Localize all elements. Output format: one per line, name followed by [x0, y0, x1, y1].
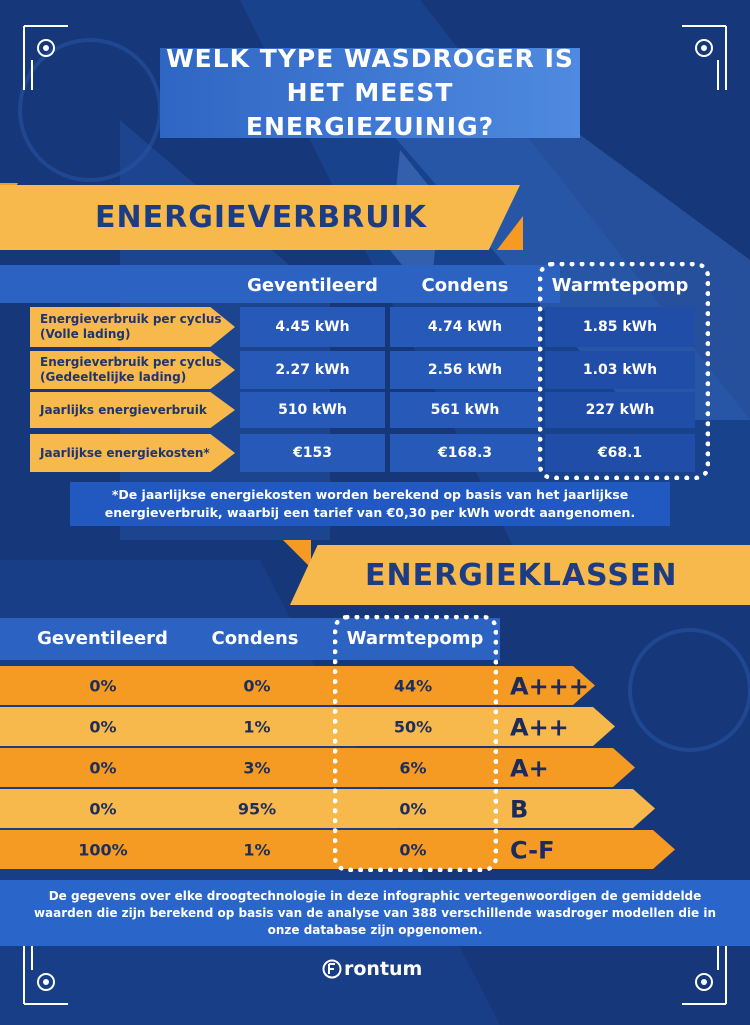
row-label-line-2: (Gedeeltelijke lading) [40, 370, 187, 384]
class-value: 0% [89, 718, 116, 737]
table-header-bar [0, 265, 560, 303]
table-cell: 510 kWh [240, 392, 385, 428]
row-label-line-2: (Volle lading) [40, 327, 131, 341]
frontum-logo-icon [322, 959, 342, 979]
row-label-line-1: Jaarlijks energieverbruik [40, 402, 207, 417]
class-value: 0% [243, 677, 270, 696]
class-value: 50% [394, 718, 432, 737]
corner-ornament-top-right-icon [682, 25, 727, 90]
energy-class-label: A+ [510, 755, 549, 783]
energy-class-label: C-F [510, 837, 555, 865]
col-head-condens: Condens [421, 275, 509, 296]
table-cell: 227 kWh [545, 392, 695, 428]
corner-ornament-top-left-icon [23, 25, 68, 90]
energy-class-label: B [510, 796, 528, 824]
note-line-2: energieverbruik, waarbij een tarief van … [104, 505, 636, 520]
brand-name: rontum [344, 958, 423, 980]
class-col-head-geventileerd: Geventileerd [37, 628, 168, 649]
section-heading-energieklassen: ENERGIEKLASSEN [290, 545, 750, 605]
row-label-line-1: Energieverbruik per cyclus [40, 355, 222, 369]
table-cell: €68.1 [545, 434, 695, 472]
class-value: 95% [238, 800, 276, 819]
row-label-line-1: Jaarlijkse energiekosten* [40, 445, 210, 460]
table-cell: €153 [240, 434, 385, 472]
cost-note: *De jaarlijkse energiekosten worden bere… [70, 482, 670, 526]
col-head-warmtepomp: Warmtepomp [551, 275, 689, 296]
page-title: Welk type wasdroger is het meest energie… [160, 44, 580, 141]
table-cell: 561 kWh [390, 392, 540, 428]
class-value: 0% [399, 800, 426, 819]
class-value: 0% [89, 677, 116, 696]
row-label: Energieverbruik per cyclus (Gedeeltelijke… [30, 351, 235, 389]
class-value: 1% [243, 841, 270, 860]
row-label: Jaarlijks energieverbruik [30, 392, 235, 428]
table-cell: €168.3 [390, 434, 540, 472]
class-table-header-bar [0, 618, 500, 660]
class-band [0, 789, 655, 828]
class-value: 0% [89, 759, 116, 778]
table-cell: 1.03 kWh [545, 351, 695, 389]
section-heading-energieverbruik: ENERGIEVERBRUIK [0, 185, 520, 250]
highlight-warmtepomp-frame-2 [333, 615, 498, 872]
note-line-1: *De jaarlijkse energiekosten worden bere… [111, 487, 629, 502]
page-title-text: Welk type wasdroger is het meest energie… [166, 44, 574, 141]
class-col-head-condens: Condens [211, 628, 299, 649]
class-band [0, 748, 635, 787]
class-band [0, 666, 595, 705]
table-cell: 1.85 kWh [545, 307, 695, 347]
class-value: 0% [89, 800, 116, 819]
footer-line-1: De gegevens over elke droogtechnologie i… [48, 888, 702, 903]
footer-note: De gegevens over elke droogtechnologie i… [0, 880, 750, 946]
footer-line-2: waarden die zijn berekend op basis van d… [33, 905, 717, 920]
class-value: 6% [399, 759, 426, 778]
class-value: 100% [78, 841, 127, 860]
col-head-geventileerd: Geventileerd [247, 275, 378, 296]
orange-triangle-icon [497, 216, 523, 250]
section-heading-text-2: ENERGIEKLASSEN [365, 557, 678, 593]
energy-class-label: A++ [510, 714, 569, 742]
class-value: 3% [243, 759, 270, 778]
table-cell: 2.56 kWh [390, 351, 540, 389]
table-cell: 4.45 kWh [240, 307, 385, 347]
row-label: Energieverbruik per cyclus (Volle lading) [30, 307, 235, 347]
class-value: 1% [243, 718, 270, 737]
row-label: Jaarlijkse energiekosten* [30, 434, 235, 472]
brand-logo: rontum [322, 958, 422, 980]
row-label-line-1: Energieverbruik per cyclus [40, 312, 222, 326]
energy-class-label: A+++ [510, 673, 589, 701]
orange-triangle-icon-2 [283, 540, 311, 568]
class-col-head-warmtepomp: Warmtepomp [346, 628, 484, 649]
table-cell: 2.27 kWh [240, 351, 385, 389]
section-heading-text: ENERGIEVERBRUIK [95, 200, 428, 235]
highlight-warmtepomp-frame [538, 262, 710, 480]
corner-ornament-bottom-left-icon [23, 940, 68, 1005]
class-value: 44% [394, 677, 432, 696]
footer-line-3: onze database zijn opgenomen. [267, 922, 483, 937]
class-band [0, 707, 615, 746]
class-value: 0% [399, 841, 426, 860]
table-cell: 4.74 kWh [390, 307, 540, 347]
